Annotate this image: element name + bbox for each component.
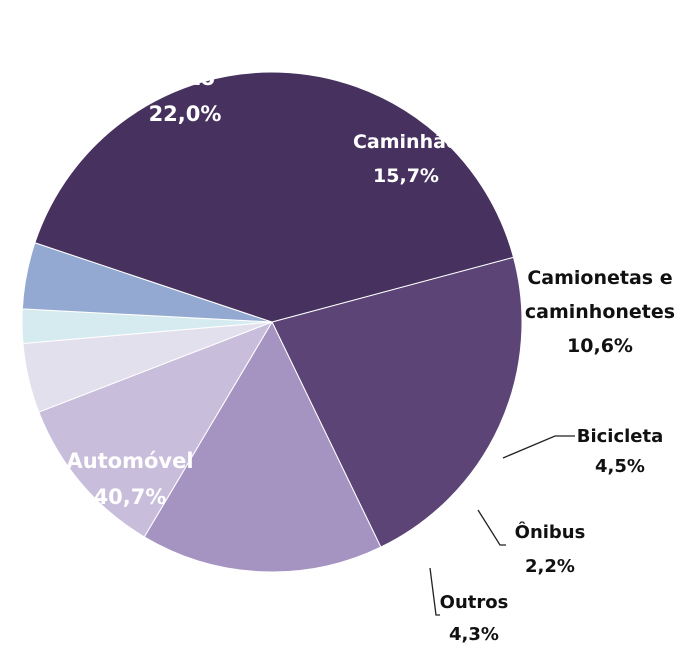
slice-label-caminhao: Caminhão [353,131,459,153]
slice-label-camionetas-e-caminhonetes-line-1: Camionetas e [527,267,672,289]
slice-value-caminhao: 15,7% [373,165,439,187]
slice-camionetas-e-caminhonetes [38,321,274,538]
slice-labels: Moto 22,0% Caminhão 15,7% Camionetas e caminh… [66,66,675,645]
slice-moto [271,256,523,548]
slice-value-onibus: 2,2% [525,556,575,577]
slice-label-outros: Outros [440,592,509,613]
pie-slices [21,71,523,573]
leader-line-outros [429,567,440,616]
leader-line-onibus [477,509,506,546]
slice-label-onibus: Ônibus [515,521,586,543]
slice-label-moto: Moto [155,66,215,90]
slice-value-bicicleta: 4,5% [595,456,645,477]
slice-caminhao [143,320,382,573]
slice-value-outros: 4,3% [449,624,499,645]
slice-label-bicicleta: Bicicleta [577,426,664,447]
slice-value-camionetas-e-caminhonetes: 10,6% [567,335,633,357]
slice-value-moto: 22,0% [149,102,222,126]
slice-value-automovel: 40,7% [94,485,167,509]
slice-automovel [34,71,515,323]
leader-line-bicicleta [502,435,575,459]
slice-label-automovel: Automóvel [66,449,193,473]
slice-label-camionetas-e-caminhonetes-line-2: caminhonetes [525,301,675,323]
